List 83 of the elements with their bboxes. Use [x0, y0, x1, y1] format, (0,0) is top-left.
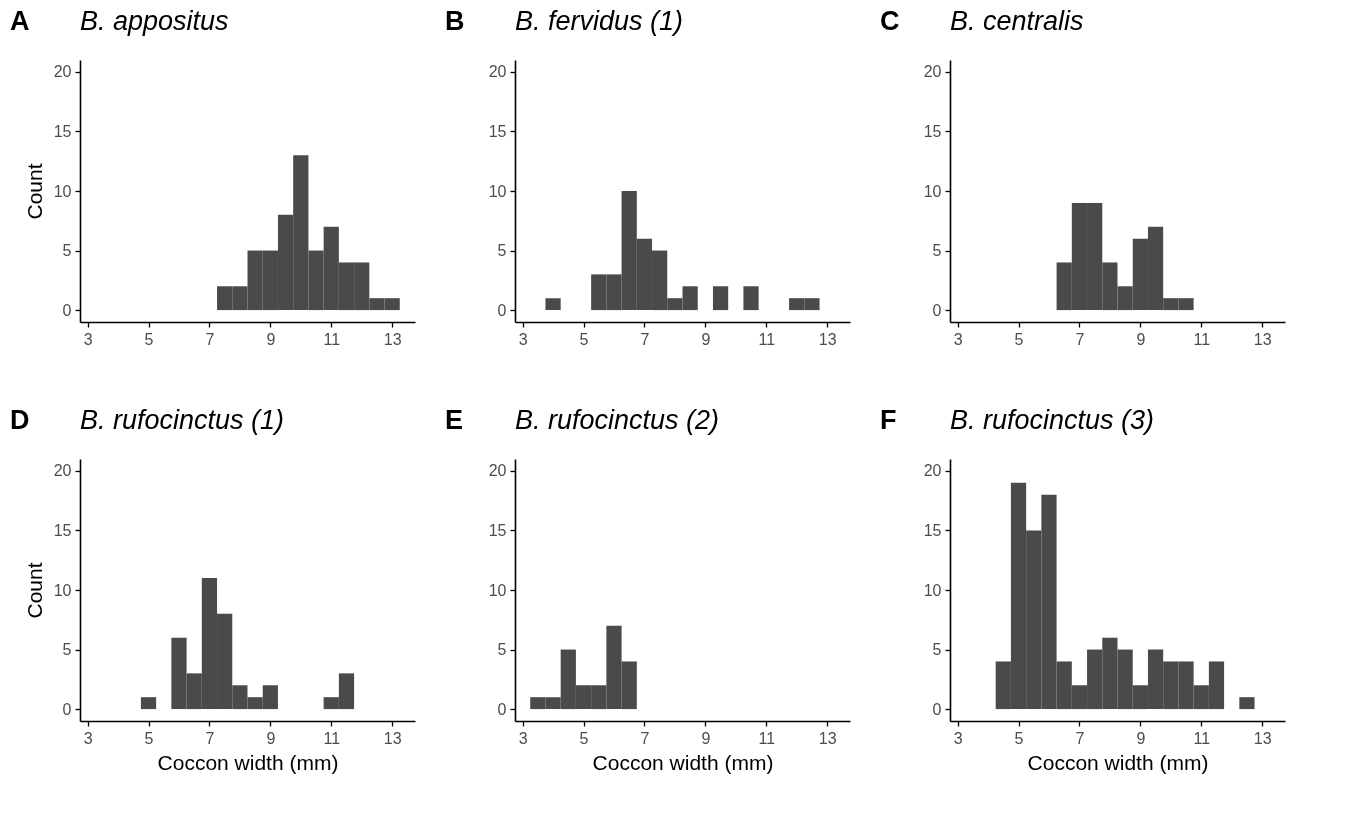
x-tick-label: 13 [1253, 330, 1272, 348]
x-tick-label: 13 [818, 729, 837, 747]
x-tick-label: 11 [758, 729, 776, 747]
y-tick-label: 15 [923, 122, 942, 140]
chart-title: B. centralis [950, 6, 1084, 36]
x-tick-label: 9 [1136, 729, 1146, 747]
y-tick-label: 0 [62, 301, 72, 319]
x-tick-label: 11 [1193, 729, 1211, 747]
x-tick-label: 7 [1075, 729, 1085, 747]
x-tick-label: 5 [144, 729, 154, 747]
y-tick-label: 0 [932, 301, 942, 319]
x-axis-title: Coccon width (mm) [592, 750, 774, 774]
chart-title: B. rufocinctus (1) [80, 405, 285, 435]
y-tick-label: 20 [488, 63, 507, 81]
y-tick-label: 15 [488, 122, 507, 140]
chart-title: B. fervidus (1) [515, 6, 684, 36]
chart-title: B. appositus [80, 6, 229, 36]
x-tick-label: 13 [1253, 729, 1272, 747]
y-tick-label: 10 [923, 182, 942, 200]
y-tick-label: 5 [62, 242, 72, 260]
x-tick-label: 13 [818, 330, 837, 348]
y-tick-label: 20 [488, 462, 507, 480]
x-tick-label: 11 [1193, 330, 1211, 348]
x-tick-label: 5 [579, 729, 589, 747]
x-tick-label: 3 [953, 330, 963, 348]
text: A [10, 6, 30, 36]
y-tick-label: 5 [497, 641, 507, 659]
x-tick-label: 5 [1014, 330, 1024, 348]
x-tick-label: 3 [518, 729, 528, 747]
x-tick-label: 7 [1075, 330, 1085, 348]
x-tick-label: 7 [640, 330, 650, 348]
y-tick-label: 15 [53, 122, 72, 140]
x-tick-label: 7 [640, 729, 650, 747]
text: F [880, 405, 897, 435]
x-tick-label: 7 [205, 729, 215, 747]
y-tick-label: 10 [53, 182, 72, 200]
x-tick-label: 5 [144, 330, 154, 348]
y-tick-label: 0 [932, 700, 942, 718]
x-tick-label: 11 [323, 330, 341, 348]
x-tick-label: 9 [1136, 330, 1146, 348]
y-tick-label: 0 [62, 700, 72, 718]
text: D [10, 405, 30, 435]
y-tick-label: 5 [62, 641, 72, 659]
y-tick-label: 10 [488, 581, 507, 599]
x-tick-label: 3 [518, 330, 528, 348]
text: E [445, 405, 464, 435]
y-tick-label: 0 [497, 700, 507, 718]
y-tick-label: 5 [932, 242, 942, 260]
x-tick-label: 9 [266, 330, 276, 348]
y-tick-label: 10 [488, 182, 507, 200]
y-tick-label: 20 [923, 63, 942, 81]
x-tick-label: 5 [1014, 729, 1024, 747]
x-tick-label: 3 [953, 729, 963, 747]
x-tick-label: 11 [323, 729, 341, 747]
y-tick-label: 20 [923, 462, 942, 480]
x-tick-label: 5 [579, 330, 589, 348]
text: B [445, 6, 465, 36]
x-tick-label: 13 [383, 729, 402, 747]
x-tick-label: 9 [701, 330, 711, 348]
x-axis-title: Coccon width (mm) [1027, 750, 1209, 774]
x-tick-label: 3 [83, 729, 93, 747]
y-tick-label: 5 [932, 641, 942, 659]
x-tick-label: 3 [83, 330, 93, 348]
y-tick-label: 15 [488, 521, 507, 539]
chart-title: B. rufocinctus (3) [950, 405, 1155, 435]
chart-title: B. rufocinctus (2) [515, 405, 720, 435]
y-tick-label: 0 [497, 301, 507, 319]
y-tick-label: 15 [53, 521, 72, 539]
x-tick-label: 13 [383, 330, 402, 348]
x-axis-title: Coccon width (mm) [157, 750, 339, 774]
y-tick-label: 10 [923, 581, 942, 599]
y-tick-label: 15 [923, 521, 942, 539]
y-tick-label: 10 [53, 581, 72, 599]
x-tick-label: 9 [701, 729, 711, 747]
y-axis-title: Count [22, 562, 46, 619]
y-axis-title: Count [22, 163, 46, 220]
y-tick-label: 20 [53, 63, 72, 81]
x-tick-label: 7 [205, 330, 215, 348]
y-tick-label: 5 [497, 242, 507, 260]
text: C [880, 6, 900, 36]
x-tick-label: 11 [758, 330, 776, 348]
y-tick-label: 20 [53, 462, 72, 480]
x-tick-label: 9 [266, 729, 276, 747]
